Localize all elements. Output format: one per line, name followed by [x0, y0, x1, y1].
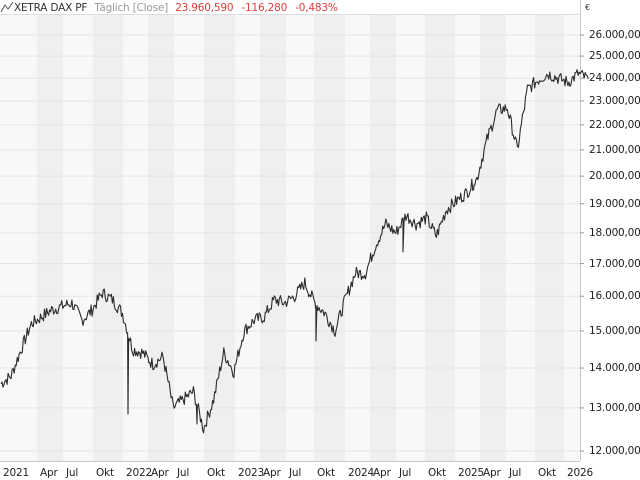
x-axis-label: Jul: [399, 467, 412, 479]
y-axis-label: 25.000,000: [589, 50, 640, 63]
x-axis-label: Jul: [66, 467, 79, 479]
currency-label: €: [585, 3, 591, 12]
price-change: -116,280: [241, 2, 288, 14]
y-axis-label: 12.000,000: [589, 445, 640, 457]
last-price: 23.960,590: [175, 2, 234, 14]
y-axis-label: 22.000,000: [589, 118, 640, 131]
y-axis-label: 20.000,000: [589, 170, 640, 183]
line-chart-icon: [0, 1, 14, 13]
y-axis-label: 13.000,000: [589, 401, 640, 414]
x-axis-label: Apr: [263, 467, 281, 479]
x-axis-label: Okt: [538, 467, 556, 479]
x-axis-label: 2024: [348, 467, 374, 479]
y-axis-label: 15.000,000: [589, 324, 640, 337]
y-axis-label: 23.000,000: [589, 94, 640, 107]
x-axis-label: Jul: [289, 467, 302, 479]
period-label: Täglich [Close]: [94, 2, 169, 14]
x-axis-label: Okt: [428, 467, 446, 479]
price-change-percent: -0,483%: [295, 2, 338, 14]
x-axis-label: 2023: [238, 467, 264, 479]
y-axis-label: 14.000,000: [589, 362, 640, 375]
y-axis-label: 16.000,000: [589, 290, 640, 303]
y-axis-label: 21.000,000: [589, 143, 640, 156]
x-axis-label: Apr: [40, 467, 58, 479]
x-axis-label: 2021: [3, 467, 29, 479]
x-axis-label: Apr: [151, 467, 169, 479]
y-axis-label: 26.000,000: [589, 29, 640, 41]
y-axis-label: 19.000,000: [589, 197, 640, 210]
x-axis-label: Okt: [317, 467, 335, 479]
chart-header: XETRA DAX PF Täglich [Close] 23.960,590 …: [0, 0, 580, 16]
x-axis-label: Jul: [509, 467, 522, 479]
y-axis-label: 18.000,000: [589, 226, 640, 239]
x-axis-label: 2025: [458, 467, 484, 479]
x-axis-label: Apr: [373, 467, 391, 479]
x-axis-label: Okt: [96, 467, 114, 479]
x-axis-label: 2026: [567, 467, 593, 479]
price-line: [0, 69, 589, 434]
x-axis-label: Jul: [177, 467, 190, 479]
instrument-name: XETRA DAX PF: [14, 2, 88, 14]
x-axis-label: 2022: [126, 467, 152, 479]
y-axis-label: 24.000,000: [589, 72, 640, 85]
y-axis-label: 17.000,000: [589, 257, 640, 270]
x-axis-label: Apr: [483, 467, 501, 479]
x-axis-label: Okt: [207, 467, 225, 479]
